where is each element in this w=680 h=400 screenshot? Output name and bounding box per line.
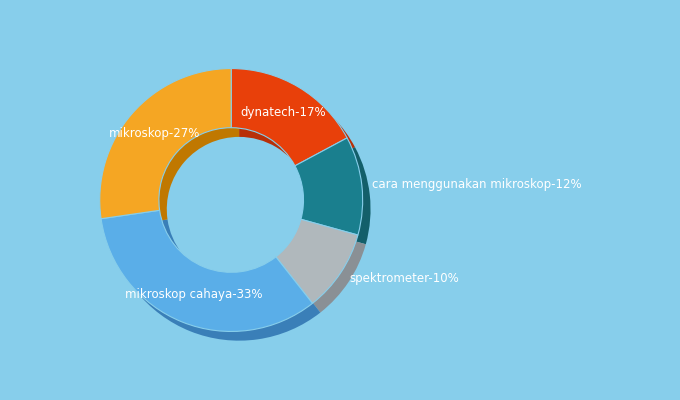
- Wedge shape: [295, 138, 362, 235]
- Text: cara menggunakan mikroskop-12%: cara menggunakan mikroskop-12%: [373, 178, 582, 191]
- Wedge shape: [284, 228, 366, 312]
- Wedge shape: [276, 219, 358, 303]
- Wedge shape: [239, 78, 355, 175]
- Wedge shape: [303, 147, 371, 244]
- Text: mikroskop cahaya-33%: mikroskop cahaya-33%: [124, 288, 262, 301]
- Text: spektrometer-10%: spektrometer-10%: [350, 272, 459, 285]
- Wedge shape: [109, 220, 320, 341]
- Wedge shape: [231, 68, 347, 166]
- Text: dynatech-17%: dynatech-17%: [241, 106, 326, 119]
- Wedge shape: [100, 68, 231, 219]
- Text: mikroskop-27%: mikroskop-27%: [109, 127, 200, 140]
- Wedge shape: [107, 78, 239, 228]
- Wedge shape: [101, 210, 313, 332]
